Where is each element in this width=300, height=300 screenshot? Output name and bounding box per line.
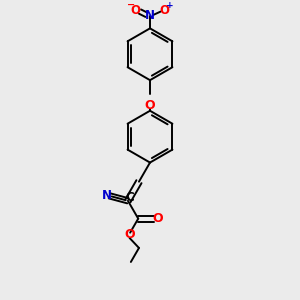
Text: O: O <box>131 4 141 17</box>
Text: −: − <box>127 0 135 10</box>
Text: O: O <box>152 212 163 225</box>
Text: O: O <box>159 4 169 17</box>
Text: N: N <box>101 189 112 202</box>
Text: N: N <box>145 10 155 22</box>
Text: +: + <box>166 1 174 10</box>
Text: O: O <box>124 228 135 241</box>
Text: O: O <box>145 99 155 112</box>
Text: C: C <box>125 191 134 204</box>
